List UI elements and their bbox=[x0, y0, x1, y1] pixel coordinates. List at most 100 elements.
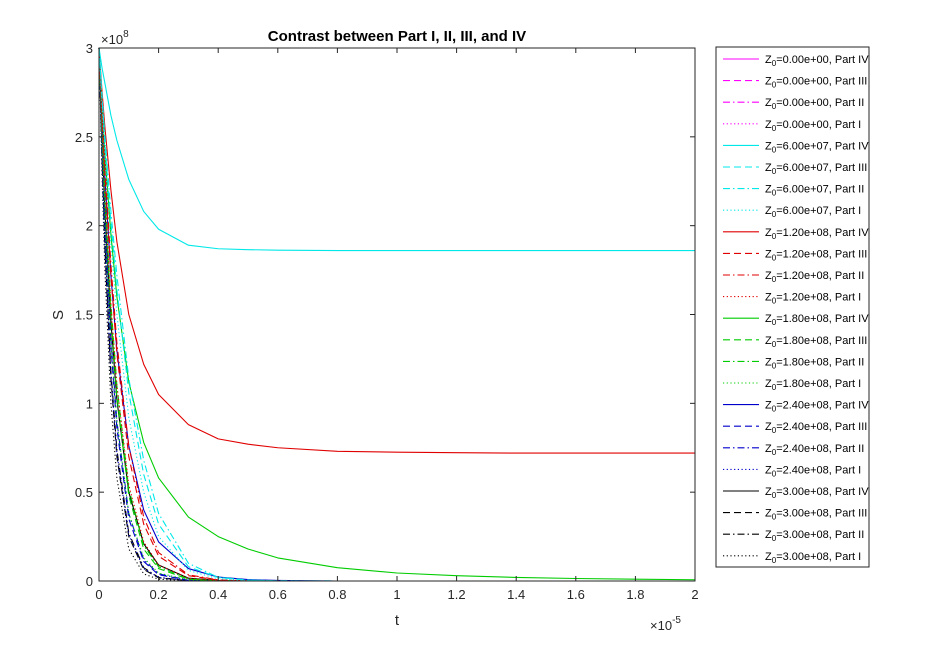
legend-label-subscript: 0 bbox=[772, 59, 777, 68]
legend-label-subscript: 0 bbox=[772, 232, 777, 241]
x-tick-label: 1.6 bbox=[567, 587, 585, 602]
y-exponent-multiplier: ×108 bbox=[101, 29, 129, 47]
legend-label-subscript: 0 bbox=[772, 426, 777, 435]
legend-item: Z0=1.20e+08, Part II bbox=[723, 270, 864, 284]
legend-label-rest: =1.80e+08, Part I bbox=[776, 378, 861, 390]
legend-label-rest: =1.80e+08, Part II bbox=[776, 356, 864, 368]
legend-item: Z0=0.00e+00, Part I bbox=[723, 119, 861, 133]
legend-item: Z0=1.20e+08, Part IV bbox=[723, 227, 869, 241]
legend-label-subscript: 0 bbox=[772, 81, 777, 90]
y-exponent-base: ×10 bbox=[101, 32, 123, 47]
legend-label-rest: =1.80e+08, Part III bbox=[776, 335, 867, 347]
x-tick-label: 1 bbox=[393, 587, 400, 602]
legend-label-subscript: 0 bbox=[772, 340, 777, 349]
legend-label-main: Z bbox=[765, 76, 772, 88]
legend-label: Z0=2.40e+08, Part I bbox=[765, 464, 861, 478]
legend-item: Z0=3.00e+08, Part IV bbox=[723, 486, 869, 500]
x-tick-label: 0.8 bbox=[328, 587, 346, 602]
legend-item: Z0=1.80e+08, Part I bbox=[723, 378, 861, 392]
legend-label-main: Z bbox=[765, 335, 772, 347]
legend-label-main: Z bbox=[765, 508, 772, 520]
x-exponent-multiplier: ×10-5 bbox=[650, 615, 681, 633]
legend-label-rest: =3.00e+08, Part IV bbox=[776, 486, 869, 498]
legend-label-rest: =0.00e+00, Part II bbox=[776, 97, 864, 109]
x-tick-label: 1.4 bbox=[507, 587, 525, 602]
legend-item: Z0=0.00e+00, Part IV bbox=[723, 54, 869, 68]
y-tick-label: 0.5 bbox=[75, 485, 93, 500]
y-tick-label: 3 bbox=[86, 41, 93, 56]
legend-item: Z0=2.40e+08, Part II bbox=[723, 443, 864, 457]
legend-label-main: Z bbox=[765, 378, 772, 390]
legend-label: Z0=1.80e+08, Part IV bbox=[765, 313, 869, 327]
series-line-5 bbox=[98, 47, 695, 252]
legend-label-subscript: 0 bbox=[772, 189, 777, 198]
legend-label-subscript: 0 bbox=[772, 491, 777, 500]
x-tick-label: 2 bbox=[691, 587, 698, 602]
legend-label-rest: =1.20e+08, Part III bbox=[776, 248, 867, 260]
legend-item: Z0=1.80e+08, Part II bbox=[723, 356, 864, 370]
x-tick-label: 0.6 bbox=[269, 587, 287, 602]
legend-label: Z0=6.00e+07, Part II bbox=[765, 184, 864, 198]
legend-label: Z0=3.00e+08, Part IV bbox=[765, 486, 869, 500]
legend-label-rest: =3.00e+08, Part III bbox=[776, 508, 867, 520]
legend-label-main: Z bbox=[765, 54, 772, 66]
legend-item: Z0=3.00e+08, Part I bbox=[723, 551, 861, 565]
legend-label-main: Z bbox=[765, 443, 772, 455]
y-tick-label: 1 bbox=[86, 396, 93, 411]
legend-label: Z0=0.00e+00, Part IV bbox=[765, 54, 869, 68]
legend-label-rest: =6.00e+07, Part III bbox=[776, 162, 867, 174]
series-line-22 bbox=[98, 47, 695, 582]
legend-item: Z0=2.40e+08, Part I bbox=[723, 464, 861, 478]
legend-label: Z0=2.40e+08, Part II bbox=[765, 443, 864, 457]
legend-label: Z0=2.40e+08, Part IV bbox=[765, 400, 869, 414]
legend-label: Z0=2.40e+08, Part III bbox=[765, 421, 867, 435]
legend-label-rest: =1.20e+08, Part IV bbox=[776, 227, 869, 239]
legend-item: Z0=1.80e+08, Part III bbox=[723, 335, 867, 349]
legend-label: Z0=6.00e+07, Part IV bbox=[765, 140, 869, 154]
x-exponent-power: -5 bbox=[672, 615, 681, 626]
x-tick-label: 0.2 bbox=[150, 587, 168, 602]
legend-label-rest: =1.20e+08, Part I bbox=[776, 292, 861, 304]
legend-label-rest: =2.40e+08, Part IV bbox=[776, 400, 869, 412]
legend-label-main: Z bbox=[765, 464, 772, 476]
legend-label-subscript: 0 bbox=[772, 297, 777, 306]
legend-label-rest: =2.40e+08, Part II bbox=[776, 443, 864, 455]
legend-item: Z0=3.00e+08, Part II bbox=[723, 529, 864, 543]
legend-label: Z0=1.80e+08, Part III bbox=[765, 335, 867, 349]
legend-label-main: Z bbox=[765, 529, 772, 541]
legend-label-subscript: 0 bbox=[772, 534, 777, 543]
chart-title: Contrast between Part I, II, III, and IV bbox=[268, 28, 526, 45]
x-axis: 0 0.2 0.4 0.6 0.8 1 1.2 1.4 1.6 1.8 2 bbox=[95, 48, 699, 602]
legend-item: Z0=0.00e+00, Part III bbox=[723, 76, 867, 90]
y-exponent-power: 8 bbox=[123, 29, 129, 40]
legend-item: Z0=1.20e+08, Part I bbox=[723, 292, 861, 306]
legend-item: Z0=6.00e+07, Part II bbox=[723, 184, 864, 198]
y-tick-label: 1.5 bbox=[75, 308, 93, 323]
legend-label: Z0=6.00e+07, Part I bbox=[765, 205, 861, 219]
legend-label-subscript: 0 bbox=[772, 167, 777, 176]
legend-label: Z0=6.00e+07, Part III bbox=[765, 162, 867, 176]
legend-label-subscript: 0 bbox=[772, 102, 777, 111]
x-exponent-base: ×10 bbox=[650, 618, 672, 633]
legend-label-main: Z bbox=[765, 356, 772, 368]
legend-label-main: Z bbox=[765, 205, 772, 217]
legend-label-rest: =0.00e+00, Part I bbox=[776, 119, 861, 131]
legend-label-rest: =0.00e+00, Part III bbox=[776, 76, 867, 88]
legend-label-main: Z bbox=[765, 486, 772, 498]
legend-label-rest: =2.40e+08, Part III bbox=[776, 421, 867, 433]
legend-label-subscript: 0 bbox=[772, 124, 777, 133]
legend-label-subscript: 0 bbox=[772, 469, 777, 478]
legend-label: Z0=0.00e+00, Part III bbox=[765, 76, 867, 90]
x-tick-label: 1.8 bbox=[626, 587, 644, 602]
legend-label-subscript: 0 bbox=[772, 405, 777, 414]
legend-label-rest: =2.40e+08, Part I bbox=[776, 464, 861, 476]
legend-item: Z0=6.00e+07, Part I bbox=[723, 205, 861, 219]
legend-label-main: Z bbox=[765, 551, 772, 563]
legend-label-subscript: 0 bbox=[772, 383, 777, 392]
legend-label: Z0=3.00e+08, Part III bbox=[765, 508, 867, 522]
legend-label-subscript: 0 bbox=[772, 275, 777, 284]
legend-label-main: Z bbox=[765, 248, 772, 260]
